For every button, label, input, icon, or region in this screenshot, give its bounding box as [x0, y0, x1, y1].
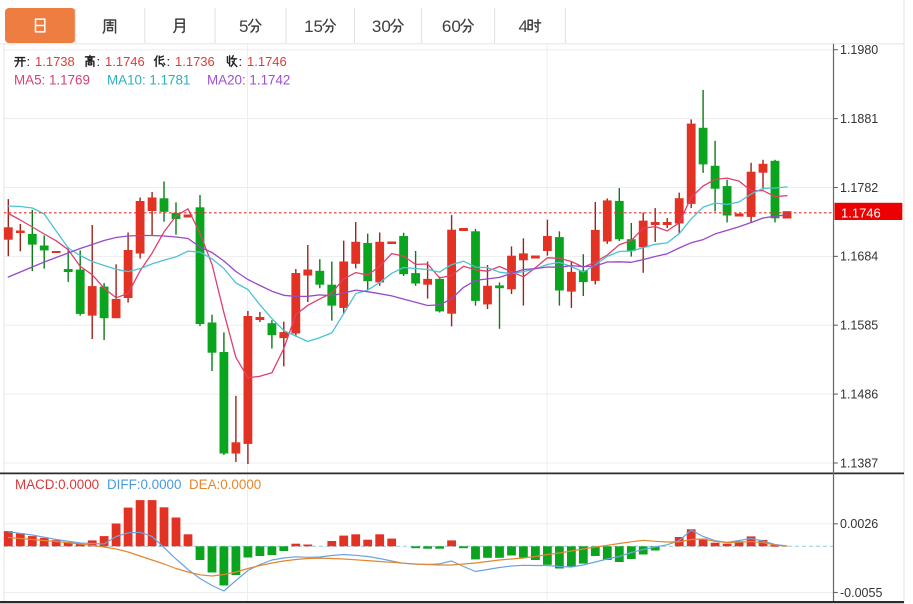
svg-text:1.1746: 1.1746	[247, 54, 287, 69]
svg-text:1.1746: 1.1746	[841, 206, 881, 221]
svg-text:4: 4	[519, 17, 528, 36]
svg-text:15: 15	[304, 17, 323, 36]
svg-text:30: 30	[372, 17, 391, 36]
svg-text:MA20: 1.1742: MA20: 1.1742	[207, 72, 290, 87]
svg-text::: :	[239, 54, 243, 69]
svg-text:MA5: 1.1769: MA5: 1.1769	[14, 72, 90, 87]
svg-text:1.1881: 1.1881	[840, 112, 878, 126]
svg-text:MA10: 1.1781: MA10: 1.1781	[107, 72, 190, 87]
svg-text:1.1746: 1.1746	[105, 54, 145, 69]
svg-text:0.0026: 0.0026	[840, 517, 878, 531]
svg-text:-0.0055: -0.0055	[840, 586, 882, 600]
svg-text:1.1585: 1.1585	[840, 319, 878, 333]
svg-text::: :	[27, 54, 31, 69]
svg-text:MACD:0.0000: MACD:0.0000	[15, 477, 99, 492]
svg-text:1.1387: 1.1387	[840, 456, 878, 470]
svg-text:1.1782: 1.1782	[840, 181, 878, 195]
svg-text:1.1684: 1.1684	[840, 250, 878, 264]
svg-text:60: 60	[442, 17, 461, 36]
svg-text:DIFF:0.0000: DIFF:0.0000	[107, 477, 181, 492]
svg-text:1.1736: 1.1736	[175, 54, 215, 69]
svg-text:5: 5	[239, 17, 248, 36]
svg-text:1.1486: 1.1486	[840, 387, 878, 401]
svg-text:1.1980: 1.1980	[840, 43, 878, 57]
svg-text::: :	[167, 54, 171, 69]
svg-text:DEA:0.0000: DEA:0.0000	[189, 477, 261, 492]
svg-text:1.1738: 1.1738	[35, 54, 75, 69]
svg-text::: :	[97, 54, 101, 69]
